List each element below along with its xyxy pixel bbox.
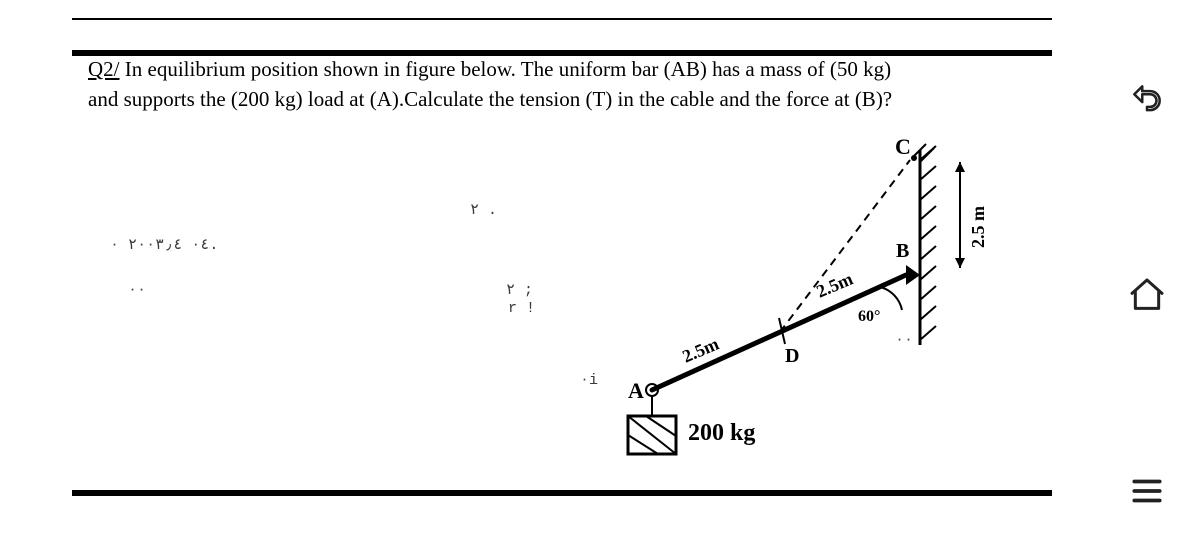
home-icon[interactable] — [1127, 275, 1167, 315]
question-text: Q2/ In equilibrium position shown in fig… — [88, 54, 1018, 115]
label-A: A — [628, 378, 644, 404]
noise-a: ٠٤ ٢٠٠٣٫٤ ٠. — [110, 235, 218, 254]
question-line2: and supports the (200 kg) load at (A).Ca… — [88, 84, 1018, 114]
diagram-svg — [580, 140, 1060, 500]
label-D: D — [785, 345, 799, 368]
angle-label: 60° — [858, 308, 880, 326]
diagram: C B A D 2.5m 2.5m 2.5 m 60° 200 kg — [580, 140, 1060, 500]
angle-B — [880, 287, 902, 310]
load-A — [628, 396, 676, 454]
question-line1: In equilibrium position shown in figure … — [120, 57, 892, 81]
question-lead: Q2/ — [88, 57, 120, 81]
menu-icon[interactable] — [1128, 472, 1166, 510]
noise-e: r ! — [508, 300, 535, 317]
bar-AB — [646, 275, 906, 396]
anchor-C — [911, 144, 934, 162]
noise-c: ٢ . — [470, 200, 497, 219]
noise-d: ٢ ; — [506, 280, 533, 299]
side-icons — [1112, 0, 1182, 540]
cable-DC — [780, 160, 910, 332]
dim-wall-label: 2.5 m — [968, 206, 989, 248]
label-B: B — [896, 240, 909, 263]
undo-icon[interactable] — [1128, 80, 1166, 118]
wall — [906, 146, 936, 345]
load-label: 200 kg — [688, 420, 755, 447]
dim-wall — [955, 162, 965, 268]
page: Q2/ In equilibrium position shown in fig… — [0, 0, 1200, 540]
label-C: C — [895, 134, 911, 160]
noise-b: ۰۰ — [128, 280, 146, 299]
rule-top-thin — [72, 18, 1052, 20]
